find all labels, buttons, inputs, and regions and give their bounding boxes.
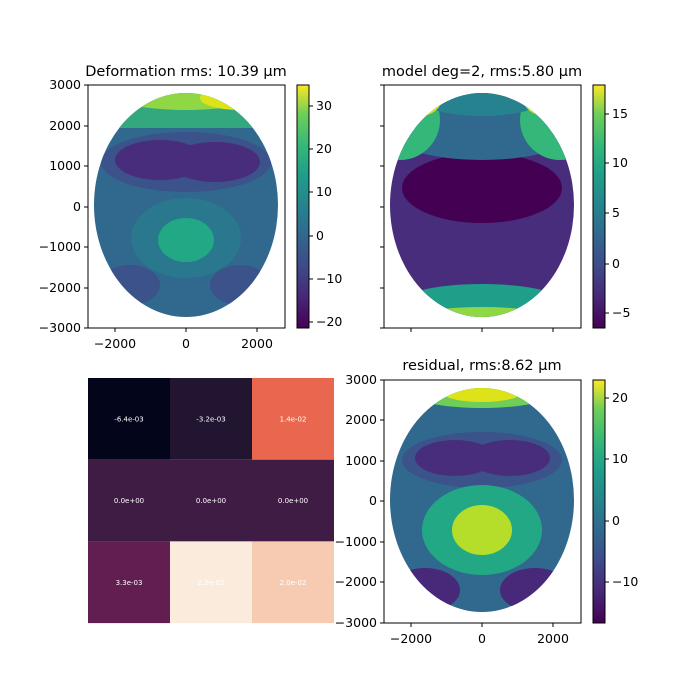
panel-residual: residual, rms:8.62 μm 3000 2000 1000 (335, 358, 639, 646)
chart-title: residual, rms:8.62 μm (402, 358, 561, 374)
x-ticks (410, 328, 554, 332)
colorbar-tick-label: 0 (612, 256, 620, 271)
y-tick-label: 2000 (49, 118, 81, 133)
coefficient-matrix: -6.4e-03 -3.2e-03 1.4e-02 0.0e+00 0.0e+00 0.0… (88, 378, 334, 624)
y-ticks: 3000 2000 1000 0 −1000 −2000 −3000 (39, 77, 88, 335)
colorbar: 15 10 5 0 −5 (592, 84, 630, 329)
matrix-cell-label: 0.0e+00 (114, 497, 144, 505)
matrix-cell (170, 541, 252, 624)
x-tick-label: −2000 (390, 631, 432, 646)
panel-model: model deg=2, rms:5.80 μm (380, 64, 630, 332)
matrix-cell (170, 459, 252, 542)
colorbar-tick-label: 20 (316, 141, 332, 156)
matrix-cell-label: 3.3e-03 (116, 579, 143, 587)
y-tick-label: 0 (369, 493, 377, 508)
matrix-cell-label: -3.2e-03 (196, 415, 225, 423)
y-tick-label: −1000 (39, 239, 81, 254)
matrix-cell-label: 0.0e+00 (278, 497, 308, 505)
y-tick-label: −3000 (335, 615, 377, 630)
colorbar-tick-label: −10 (316, 271, 342, 286)
matrix-cell-label: 1.4e-02 (280, 415, 307, 423)
colorbar-tick-label: 30 (316, 98, 332, 113)
matrix-cell (252, 459, 334, 542)
x-tick-label: 0 (182, 336, 190, 351)
matrix-cell (252, 541, 334, 624)
residual-map (390, 388, 574, 612)
colorbar-tick-label: 10 (612, 155, 628, 170)
y-tick-label: 1000 (345, 453, 377, 468)
y-tick-label: 3000 (345, 372, 377, 387)
chart-title: model deg=2, rms:5.80 μm (382, 64, 582, 80)
x-tick-label: −2000 (94, 336, 136, 351)
y-tick-label: 1000 (49, 158, 81, 173)
x-tick-label: 2000 (241, 336, 273, 351)
colorbar-tick-label: −5 (612, 305, 630, 320)
matrix-cell (88, 459, 170, 542)
x-tick-label: 0 (478, 631, 486, 646)
model-map (390, 93, 574, 317)
y-ticks: 3000 2000 1000 0 −1000 −2000 −3000 (335, 372, 384, 630)
colorbar-tick-label: −20 (316, 314, 342, 329)
x-tick-label: 2000 (537, 631, 569, 646)
colorbar-tick-label: 0 (612, 513, 620, 528)
y-tick-label: −2000 (335, 574, 377, 589)
y-tick-label: −1000 (335, 534, 377, 549)
panel-deformation: Deformation rms: 10.39 μm 3000 2000 (39, 64, 343, 351)
matrix-cell (170, 378, 252, 460)
y-tick-label: 0 (73, 199, 81, 214)
colorbar-tick-label: 10 (316, 184, 332, 199)
colorbar-tick-label: 10 (612, 451, 628, 466)
x-ticks: −2000 0 2000 (390, 623, 569, 646)
colorbar: 20 10 0 −10 (592, 379, 638, 624)
y-tick-label: 2000 (345, 412, 377, 427)
matrix-cell (252, 378, 334, 460)
colorbar: 30 20 10 0 −10 −20 (296, 84, 342, 329)
x-ticks: −2000 0 2000 (94, 328, 273, 351)
colorbar-tick-label: 20 (612, 390, 628, 405)
matrix-cell-label: 0.0e+00 (196, 497, 226, 505)
colorbar-tick-label: 5 (612, 205, 620, 220)
colorbar-tick-label: −10 (612, 574, 638, 589)
colorbar-tick-label: 0 (316, 228, 324, 243)
matrix-cell-label: -6.4e-03 (114, 415, 143, 423)
y-tick-label: −3000 (39, 320, 81, 335)
deformation-map (94, 93, 278, 317)
matrix-cell (88, 541, 170, 624)
colorbar-tick-label: 15 (612, 106, 628, 121)
y-ticks (380, 84, 384, 329)
matrix-cell-label: 2.2e-02 (198, 579, 225, 587)
chart-title: Deformation rms: 10.39 μm (85, 64, 287, 80)
y-tick-label: 3000 (49, 77, 81, 92)
y-tick-label: −2000 (39, 280, 81, 295)
matrix-cell-label: 2.0e-02 (280, 579, 307, 587)
matrix-cell (88, 378, 170, 460)
